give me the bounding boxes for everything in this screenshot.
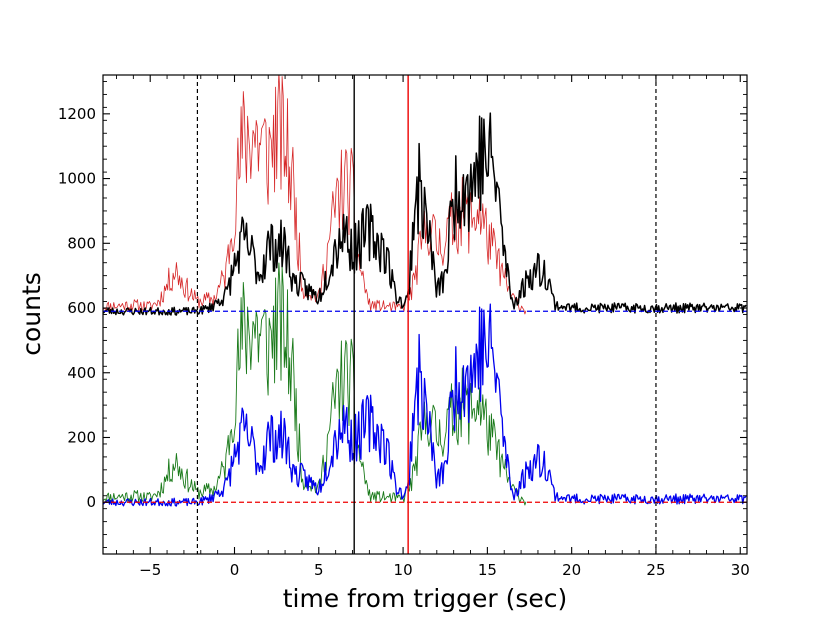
series-layer xyxy=(103,75,747,507)
x-tick-label: 10 xyxy=(394,561,413,579)
reference-lines xyxy=(103,75,747,554)
y-tick-label: 200 xyxy=(67,428,96,446)
x-tick-label: 15 xyxy=(478,561,497,579)
y-tick-label: 800 xyxy=(67,234,96,252)
ticks xyxy=(103,75,747,554)
y-tick-label: 600 xyxy=(67,299,96,317)
x-tick-label: 5 xyxy=(314,561,324,579)
y-tick-label: 400 xyxy=(67,364,96,382)
x-tick-label: 25 xyxy=(646,561,665,579)
x-tick-label: −5 xyxy=(139,561,161,579)
y-axis-title: counts xyxy=(17,272,46,356)
tick-labels: −5 0 5 10 15 20 25 30 0 200 400 600 800 1000 1200 xyxy=(58,105,750,579)
y-tick-label: 0 xyxy=(86,493,96,511)
x-tick-label: 0 xyxy=(230,561,240,579)
black-count-curve xyxy=(103,112,747,316)
x-tick-label: 20 xyxy=(562,561,581,579)
plot-frame xyxy=(102,74,748,555)
y-tick-label: 1000 xyxy=(58,170,96,188)
y-tick-label: 1200 xyxy=(58,105,96,123)
x-tick-label: 30 xyxy=(731,561,750,579)
blue-count-curve xyxy=(103,303,747,507)
x-axis-title: time from trigger (sec) xyxy=(283,584,568,613)
